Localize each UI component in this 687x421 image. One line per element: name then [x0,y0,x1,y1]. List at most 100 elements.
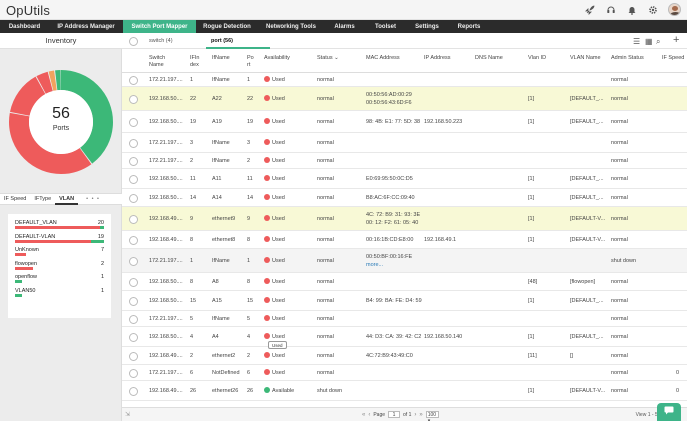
table-row[interactable]: 172.21.197.... 1 IfName 1 normal shut down Use… [122,249,687,273]
row-checkbox[interactable] [129,256,138,266]
donut-segment-0[interactable] [9,70,113,174]
select-all-checkbox[interactable] [129,37,138,46]
table-row[interactable]: 172.21.197.... 3 IfName 3 normal normal Used [122,133,687,153]
table-row[interactable]: 172.21.197.... 6 NotDefined 6 normal normal 0 U… [122,365,687,381]
table-row[interactable]: 192.168.50.... 4 A4 4 normal 192.168.50.140 [1… [122,327,687,347]
col-ifname[interactable]: IfName [212,55,230,61]
table-row[interactable]: 192.168.50.... 11 A11 11 normal [1] [DEFAULT_.… [122,169,687,189]
next-page-icon[interactable]: › [414,411,417,418]
row-checkbox[interactable] [129,174,138,184]
nav-settings[interactable]: Settings [415,23,439,30]
col-vlan-name[interactable]: VLAN Name [570,55,601,61]
grid-view-icon[interactable]: ▦ [645,37,653,46]
cell-switch-name[interactable]: 192.168.49.... [149,353,183,359]
nav-networking-tools[interactable]: Networking Tools [266,23,316,30]
cell-switch-name[interactable]: 192.168.49.... [149,237,183,243]
nav-reports[interactable]: Reports [457,23,481,30]
more-link[interactable]: more... [366,262,384,268]
cell-switch-name[interactable]: 192.168.50.... [149,119,183,125]
add-icon[interactable]: + [673,34,680,46]
row-checkbox[interactable] [129,277,138,287]
cell-switch-name[interactable]: 172.21.197.... [149,140,183,146]
table-row[interactable]: 192.168.49.... 2 ethernet2 2 normal [11] [] nor… [122,347,687,365]
row-checkbox[interactable] [129,296,138,306]
donut-segment-1[interactable] [9,70,113,174]
cell-switch-name[interactable]: 192.168.50.... [149,298,183,304]
first-page-icon[interactable]: « [362,411,366,418]
search-icon[interactable]: ⌕ [656,37,661,46]
list-view-icon[interactable]: ☰ [633,37,641,46]
page-input[interactable]: 1 [388,411,401,418]
col-mac-address[interactable]: MAC Address [366,55,400,61]
row-checkbox[interactable] [129,75,138,85]
col-status[interactable]: Status ⌄ [317,55,339,61]
row-checkbox[interactable] [129,156,138,166]
cell-switch-name[interactable]: 172.21.197.... [149,158,183,164]
col-switch-name[interactable]: Switch Name [149,55,166,68]
cell-switch-name[interactable]: 192.168.50.... [149,279,183,285]
row-checkbox[interactable] [129,314,138,324]
table-row[interactable]: 172.21.197.... 5 IfName 5 normal normal Used [122,311,687,327]
table-row[interactable]: 192.168.49....25ethernet2525shut down[1]… [122,401,687,407]
vlan-item[interactable]: openflow 1 [15,272,104,286]
row-checkbox[interactable] [129,193,138,203]
cell-switch-name[interactable]: 192.168.49.... [149,216,183,222]
table-row[interactable]: 192.168.49.... 9 ethernet9 9 normal [1] [DEFAU… [122,207,687,231]
gear-icon[interactable] [647,4,659,16]
table-row[interactable]: 172.21.197.... 1 IfName 1 normal normal Used [122,73,687,87]
cell-switch-name[interactable]: 192.168.50.... [149,176,183,182]
vlan-item[interactable]: DEFAULT-VLAN 19 [15,232,104,246]
table-row[interactable]: 192.168.49.... 26 ethernet26 26 shut down [1]… [122,381,687,401]
rocket-icon[interactable] [584,4,596,16]
row-checkbox[interactable] [129,368,138,378]
nav-rogue-detection[interactable]: Rogue Detection [203,23,251,30]
table-row[interactable]: 192.168.50.... 15 A15 15 normal [1] [DEFAULT_.… [122,291,687,311]
row-checkbox[interactable] [129,386,138,396]
nav-toolset[interactable]: Toolset [375,23,396,30]
tab-switch[interactable]: switch (4) [149,38,173,44]
nav-alarms[interactable]: Alarms [334,23,355,30]
row-checkbox[interactable] [129,214,138,224]
table-row[interactable]: 192.168.50.... 19 A19 19 normal 192.168.50.22… [122,111,687,133]
table-row[interactable]: 192.168.50.... 22 A22 22 normal [1] [DEFAULT_.… [122,87,687,111]
prev-page-icon[interactable]: ‹ [368,411,371,418]
row-checkbox[interactable] [129,138,138,148]
row-checkbox[interactable] [129,94,138,104]
nav-ip-address-manager[interactable]: IP Address Manager [57,23,115,30]
avatar[interactable] [668,3,681,16]
table-row[interactable]: 192.168.50.... 8 A8 8 normal [48] [flowopen] no… [122,273,687,291]
cell-switch-name[interactable]: 192.168.50.... [149,334,183,340]
col-dns-name[interactable]: DNS Name [475,55,503,61]
resize-icon[interactable]: ⇲ [125,412,131,418]
vlan-item[interactable]: DEFAULT_VLAN 20 [15,218,104,232]
col-availability[interactable]: Availability [264,55,290,61]
table-row[interactable]: 172.21.197.... 2 IfName 2 normal normal Used [122,153,687,169]
headset-icon[interactable] [605,4,617,16]
chat-icon[interactable] [657,403,681,421]
cell-switch-name[interactable]: 172.21.197.... [149,370,183,376]
cell-switch-name[interactable]: 172.21.197.... [149,77,183,83]
filter-tab-more[interactable]: • • • [86,196,100,202]
filter-tab-iftype[interactable]: IFType [34,196,52,202]
row-checkbox[interactable] [129,332,138,342]
cell-switch-name[interactable]: 192.168.50.... [149,96,183,102]
col-vlan-id[interactable]: Vlan ID [528,55,547,61]
app-logo[interactable]: OpUtils [6,3,51,18]
vlan-item[interactable]: VLAN50 1 [15,286,104,300]
bell-icon[interactable] [626,4,638,16]
table-row[interactable]: 192.168.49.... 8 ethernet8 8 normal 192.168.4… [122,231,687,249]
nav-dashboard[interactable]: Dashboard [8,23,41,30]
col-ip-address[interactable]: IP Address [424,55,451,61]
cell-switch-name[interactable]: 172.21.197.... [149,258,183,264]
cell-switch-name[interactable]: 172.21.197.... [149,316,183,322]
filter-tab-if-speed[interactable]: IF Speed [4,196,27,202]
table-row[interactable]: 192.168.50.... 14 A14 14 normal [1] [DEFAULT_.… [122,189,687,207]
row-checkbox[interactable] [129,235,138,245]
col-if-speed[interactable]: IF Speed [662,55,685,61]
vlan-item[interactable]: flowopen 2 [15,259,104,273]
per-page-select[interactable]: 100 ▾ [425,411,439,421]
col-admin-status[interactable]: Admin Status [611,55,644,61]
row-checkbox[interactable] [129,351,138,361]
nav-switch-port-mapper[interactable]: Switch Port Mapper [123,20,196,33]
row-checkbox[interactable] [129,117,138,127]
